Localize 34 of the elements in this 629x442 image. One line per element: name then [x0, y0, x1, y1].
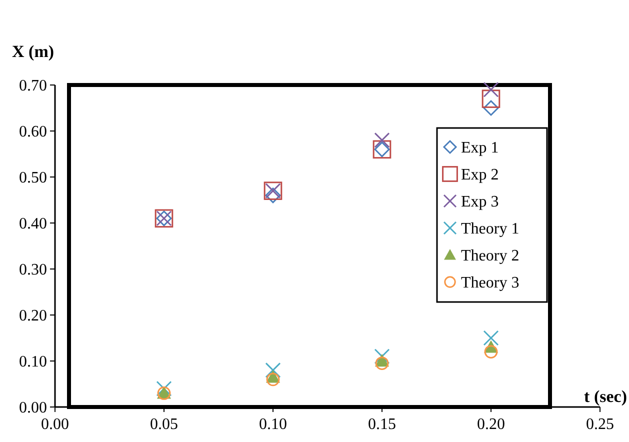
legend-label: Exp 1 [461, 140, 499, 157]
y-tick-label: 0.50 [19, 170, 47, 187]
x-tick-label: 0.00 [41, 416, 69, 433]
point [484, 345, 498, 358]
point [265, 188, 281, 204]
point [483, 100, 499, 116]
point [375, 356, 389, 370]
y-tick-label: 0.20 [19, 308, 47, 325]
y-tick-label: 0.30 [19, 262, 47, 279]
legend-label: Theory 2 [461, 248, 520, 265]
point [265, 362, 281, 378]
legend-label: Theory 1 [461, 220, 520, 238]
y-tick-label: 0.10 [19, 354, 47, 371]
y-axis-title: X (m) [12, 42, 54, 61]
x-tick-label: 0.25 [586, 416, 614, 433]
x-tick-label: 0.10 [259, 416, 287, 433]
y-tick-label: 0.70 [19, 78, 47, 95]
point [483, 82, 499, 98]
point [482, 90, 500, 108]
x-axis-title: t (sec) [584, 387, 627, 406]
x-tick-label: 0.05 [150, 416, 178, 433]
point [374, 348, 390, 364]
y-tick-label: 0.00 [19, 400, 47, 417]
point [266, 372, 280, 386]
x-tick-label: 0.20 [477, 416, 505, 433]
legend-label: Theory 3 [461, 274, 520, 292]
point [374, 132, 390, 148]
legend-label: Exp 3 [461, 194, 499, 211]
y-tick-label: 0.40 [19, 216, 47, 233]
point [156, 380, 172, 396]
point [483, 330, 499, 346]
x-tick-label: 0.15 [368, 416, 396, 433]
legend-label: Exp 2 [461, 166, 499, 184]
y-tick-label: 0.60 [19, 124, 47, 141]
